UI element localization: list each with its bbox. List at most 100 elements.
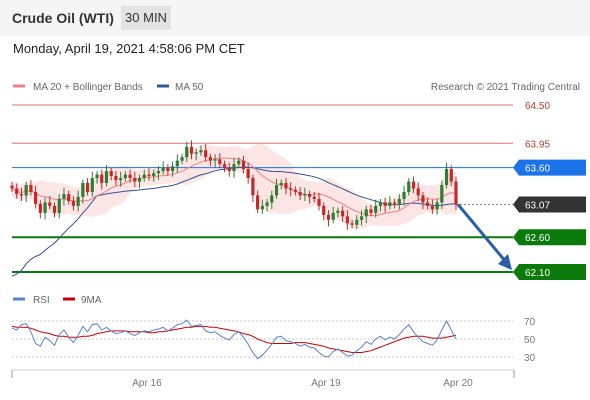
candle-body xyxy=(19,194,24,196)
header-bar: Crude Oil (WTI) 30 MIN xyxy=(0,0,590,36)
level-labels: 64.50 63.95 63.60 63.07 62.60 62.10 xyxy=(513,101,586,280)
candle-body xyxy=(48,202,52,206)
candle-body xyxy=(246,169,250,179)
candle-body xyxy=(416,188,420,196)
candle-body xyxy=(29,185,33,192)
candle-body xyxy=(85,182,90,192)
candle-body xyxy=(119,178,123,181)
level-label-62-10: 62.10 xyxy=(525,268,550,279)
candle-body xyxy=(303,194,307,196)
instrument-title: Crude Oil (WTI) xyxy=(12,10,114,26)
candle-body xyxy=(274,185,279,196)
9ma-legend-label: 9MA xyxy=(81,295,102,306)
level-tag-63-60 xyxy=(513,159,586,176)
candle-body xyxy=(133,178,137,182)
candle-body xyxy=(57,198,61,213)
rsi-tick-30: 30 xyxy=(524,353,536,364)
bollinger-band-area xyxy=(12,144,456,230)
candle-body xyxy=(397,198,401,204)
ma50-legend-label: MA 50 xyxy=(175,82,204,93)
candle-body xyxy=(114,175,118,181)
candle-body xyxy=(279,182,283,186)
candle-body xyxy=(15,188,19,195)
level-tag-62-10 xyxy=(513,264,586,280)
candle-body xyxy=(241,160,246,170)
candle-body xyxy=(152,173,156,176)
level-label-64-50: 64.50 xyxy=(525,101,550,112)
candle-body xyxy=(222,164,227,168)
candle-body xyxy=(24,185,28,196)
candle-body xyxy=(359,216,364,220)
candle-body xyxy=(185,146,189,158)
candle-body xyxy=(62,194,66,199)
candle-body xyxy=(392,202,397,204)
candle-body xyxy=(383,202,387,206)
candle-body xyxy=(426,202,430,206)
candle-body xyxy=(341,210,345,217)
level-label-63-60: 63.60 xyxy=(525,164,550,175)
candle-body xyxy=(81,182,85,197)
candlesticks xyxy=(10,140,458,230)
candle-body xyxy=(421,195,425,203)
level-label-63-95: 63.95 xyxy=(525,139,550,150)
candle-body xyxy=(270,195,274,203)
candle-body xyxy=(411,181,416,189)
candle-body xyxy=(161,167,165,172)
candle-body xyxy=(218,159,222,165)
candle-body xyxy=(402,191,406,199)
candle-body xyxy=(336,210,340,213)
candle-body xyxy=(34,191,38,204)
candle-body xyxy=(109,171,113,176)
candle-body xyxy=(123,174,127,179)
candle-body xyxy=(189,146,194,154)
candle-body xyxy=(440,185,444,203)
candle-body xyxy=(175,160,179,167)
candle-body xyxy=(71,201,76,206)
candle-body xyxy=(374,205,378,213)
timeframe-badge[interactable]: 30 MIN xyxy=(121,6,171,30)
candle-body xyxy=(355,219,359,225)
candle-body xyxy=(142,174,146,179)
level-label-63-07: 63.07 xyxy=(525,201,550,212)
candle-body xyxy=(204,150,208,158)
candle-body xyxy=(237,160,241,165)
candle-body xyxy=(156,171,161,174)
candle-body xyxy=(312,196,316,199)
candle-body xyxy=(331,212,335,220)
forecast-arrow xyxy=(456,203,512,270)
price-levels xyxy=(12,104,513,273)
candle-body xyxy=(284,182,288,189)
candle-body xyxy=(213,159,217,161)
candle-body xyxy=(180,157,184,161)
bollinger-bands xyxy=(12,144,456,230)
candle-body xyxy=(298,191,302,196)
rsi-panel: 30 50 70 xyxy=(11,317,536,364)
candle-body xyxy=(67,194,71,202)
candle-body xyxy=(369,209,373,213)
candle-body xyxy=(444,169,449,186)
level-tag-62-60 xyxy=(513,229,586,246)
candle-body xyxy=(76,196,80,206)
candle-body xyxy=(265,202,269,206)
candle-body xyxy=(345,216,349,224)
rsi-tick-70: 70 xyxy=(524,317,536,328)
rsi-tick-50: 50 xyxy=(524,335,536,346)
candle-body xyxy=(137,178,142,182)
candle-body xyxy=(251,178,255,196)
candle-body xyxy=(170,166,175,172)
ma20-legend-label: MA 20 + Bollinger Bands xyxy=(33,82,143,93)
candle-body xyxy=(147,174,151,176)
candle-body xyxy=(435,202,439,210)
candle-body xyxy=(256,195,260,210)
x-tick-label: Apr 19 xyxy=(311,378,341,389)
candle-body xyxy=(199,150,203,153)
level-tag-63-07 xyxy=(513,196,586,213)
candle-body xyxy=(38,203,42,213)
candle-body xyxy=(194,152,198,154)
credit-label: Research © 2021 Trading Central xyxy=(431,82,580,93)
candle-body xyxy=(104,171,109,183)
level-label-62-60: 62.60 xyxy=(525,233,550,244)
candle-body xyxy=(293,189,298,192)
